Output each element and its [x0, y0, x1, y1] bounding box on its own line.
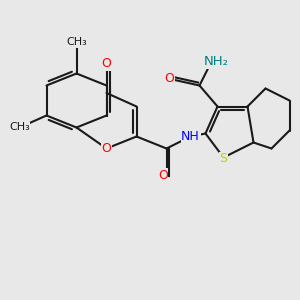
Text: NH: NH: [181, 130, 200, 143]
Text: S: S: [220, 152, 227, 166]
Text: CH₃: CH₃: [66, 37, 87, 47]
Text: CH₃: CH₃: [9, 122, 30, 133]
Text: O: O: [165, 71, 174, 85]
Text: NH₂: NH₂: [203, 55, 229, 68]
Text: O: O: [102, 57, 111, 70]
Text: O: O: [102, 142, 111, 155]
Text: O: O: [158, 169, 168, 182]
